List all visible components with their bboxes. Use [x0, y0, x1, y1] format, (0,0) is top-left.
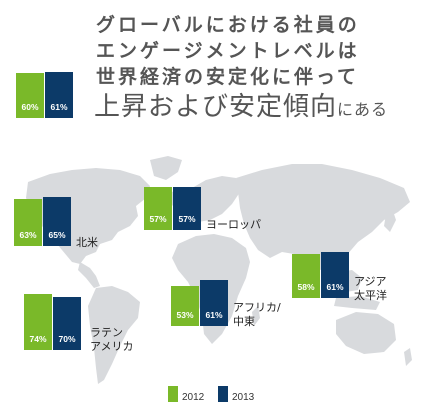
map-japan	[384, 208, 396, 232]
title-line-4-main: 上昇および安定傾向	[94, 92, 338, 122]
map-new-zealand	[404, 348, 412, 366]
bar-2012-4	[171, 286, 199, 326]
legend-swatch-2013	[218, 386, 228, 402]
map-central-america	[78, 262, 100, 288]
bar-value-label-2013-4: 61%	[205, 310, 223, 320]
title-line-4: 上昇および安定傾向にある	[94, 86, 388, 123]
bar-2013-0	[45, 72, 73, 118]
map-south-america	[88, 286, 140, 384]
bar-2013-1	[43, 197, 71, 246]
bar-value-label-2013-1: 65%	[48, 230, 66, 240]
bar-2012-3	[24, 294, 52, 350]
legend-label-2013: 2013	[232, 392, 255, 403]
bar-2012-2	[144, 187, 172, 230]
bar-value-label-2013-2: 57%	[178, 214, 196, 224]
region-label-africa: アフリカ/ 中東	[233, 301, 281, 328]
map-madagascar	[252, 306, 260, 326]
title-line-3: 世界経済の安定化に伴って	[96, 66, 360, 88]
bar-value-label-2012-1: 63%	[19, 230, 37, 240]
bar-value-label-2012-5: 58%	[297, 282, 315, 292]
region-label-asia: アジア 太平洋	[354, 275, 387, 302]
bar-2013-5	[321, 252, 349, 298]
bar-value-label-2013-5: 61%	[326, 282, 344, 292]
title-line-2: エンゲージメントレベルは	[96, 40, 360, 62]
region-label-latam: ラテン アメリカ	[90, 326, 134, 353]
bar-value-label-2012-3: 74%	[29, 334, 47, 344]
bar-value-label-2012-4: 53%	[176, 310, 194, 320]
bar-value-label-2012-2: 57%	[149, 214, 167, 224]
bar-value-label-2012-0: 60%	[21, 102, 39, 112]
map-greenland	[150, 156, 182, 180]
bar-2013-4	[200, 280, 228, 326]
bar-2012-0	[16, 73, 44, 118]
title-line-4-small: にある	[337, 100, 389, 119]
bar-2013-2	[173, 187, 201, 230]
bar-value-label-2013-0: 61%	[50, 102, 68, 112]
map-australia	[336, 312, 396, 354]
bar-2013-3	[53, 297, 81, 350]
map-asia	[236, 164, 410, 270]
bar-value-label-2013-3: 70%	[58, 334, 76, 344]
region-label-north-america: 北米	[76, 236, 98, 249]
bar-2012-1	[14, 199, 42, 246]
title-line-1: グローバルにおける社員の	[96, 14, 360, 36]
bar-2012-5	[292, 254, 320, 298]
map-indonesia	[334, 296, 380, 310]
legend-swatch-2012	[168, 386, 178, 402]
legend-label-2012: 2012	[182, 392, 205, 403]
region-label-europe: ヨーロッパ	[206, 218, 261, 231]
